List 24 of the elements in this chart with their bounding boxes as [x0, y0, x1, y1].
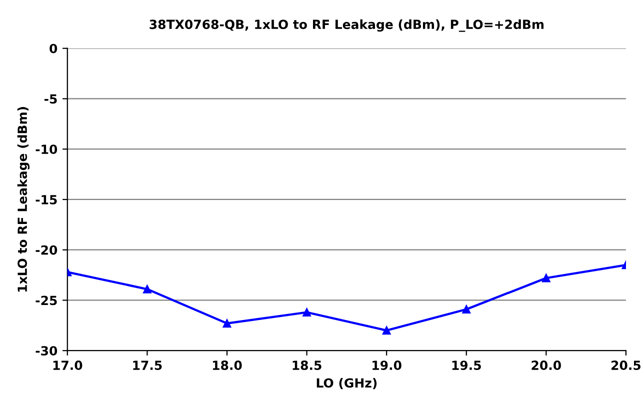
point — [382, 326, 391, 335]
y-tick-label: -25 — [36, 296, 57, 306]
point — [222, 319, 232, 328]
x-axis-title: LO (GHz) — [316, 378, 377, 390]
x-tick-label: 18.0 — [212, 360, 242, 370]
y-tick-label: -20 — [36, 245, 58, 255]
x-tick-label: 18.5 — [292, 360, 322, 370]
x-tick-label: 20.5 — [612, 360, 640, 370]
y-tick-label: -10 — [36, 144, 58, 154]
y-axis-title: 1xLO to RF Leakage (dBm) — [17, 107, 30, 292]
y-tick-label: 0 — [50, 44, 58, 54]
x-tick-label: 17.5 — [133, 360, 162, 370]
x-tick-label: 19.5 — [452, 360, 481, 370]
point — [143, 284, 152, 294]
chart-title: 38TX0768-QB, 1xLO to RF Leakage (dBm), P_LO=+2dBm — [150, 19, 544, 32]
x-tick-label: 17.0 — [53, 360, 82, 370]
y-tick-label: -5 — [44, 94, 57, 104]
point — [302, 308, 311, 316]
y-tick-label: -15 — [36, 195, 57, 204]
x-tick-label: 19.0 — [372, 360, 402, 370]
x-tick-label: 20.0 — [532, 360, 561, 370]
point — [542, 274, 550, 282]
point — [462, 305, 471, 314]
y-tick-label: -30 — [36, 346, 58, 356]
